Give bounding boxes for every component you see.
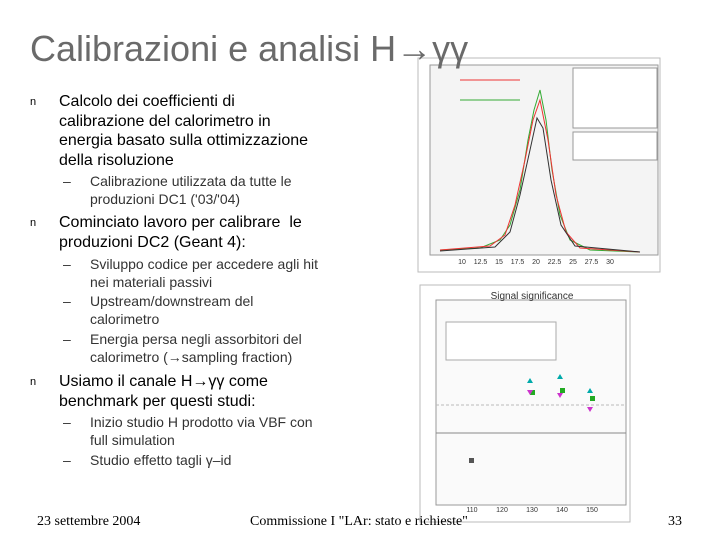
footer-date: 23 settembre 2004 (37, 514, 141, 529)
sub-bullet-text: full simulation (90, 432, 175, 448)
histogram-figure (417, 57, 661, 273)
x-tick-label: 130 (526, 507, 538, 514)
x-tick-label: 10 (458, 259, 466, 266)
bullet-text: Cominciato lavoro per calibrare le (59, 214, 302, 231)
bullet-text: produzioni DC2 (Geant 4): (59, 233, 246, 251)
bullet-text: energia basato sulla ottimizzazione (59, 132, 309, 149)
x-tick-label: 30 (606, 259, 614, 266)
sub-bullet-text: calorimetro (→sampling fraction) (90, 349, 293, 365)
bullet-text: Calcolo dei coefficienti di (59, 93, 235, 110)
x-tick-label: 140 (556, 507, 568, 514)
sub-bullet-text: Sviluppo codice per accedere agli hit (90, 256, 319, 272)
bullet-marker: n (30, 217, 37, 229)
significance-figure (419, 284, 631, 523)
x-tick-label: 15 (495, 259, 503, 266)
sub-bullet-text: nei materiali passivi (90, 274, 213, 290)
sub-bullet-marker: – (63, 414, 71, 430)
x-tick-label: 25 (569, 259, 577, 266)
sub-bullet-text: Inizio studio H prodotto via VBF con (90, 414, 313, 430)
x-tick-label: 110 (466, 507, 477, 514)
x-tick-label: 17.5 (511, 259, 525, 266)
sub-bullet-text: Upstream/downstream del (90, 293, 254, 309)
bullet-text: calibrazione del calorimetro in (59, 112, 271, 130)
bullet-text: Usiamo il canale H→γγ come (59, 373, 268, 390)
sub-bullet-marker: – (63, 331, 71, 347)
sub-bullet-text: calorimetro (90, 311, 160, 327)
page-number: 33 (668, 514, 682, 529)
x-tick-label: 22.5 (548, 259, 562, 266)
slide-title: Calibrazioni e analisi H→γγ (30, 28, 469, 69)
sub-bullet-text: produzioni DC1 ('03/'04) (90, 191, 241, 207)
x-tick-label: 150 (586, 507, 598, 514)
x-tick-label: 120 (496, 507, 508, 514)
bullet-marker: n (30, 376, 37, 388)
sub-bullet-marker: – (63, 293, 71, 309)
bullet-text: della risoluzione (59, 151, 174, 169)
figure-title: Signal significance (491, 291, 574, 302)
sub-bullet-marker: – (63, 256, 71, 272)
x-tick-label: 12.5 (474, 259, 488, 266)
sub-bullet-text: Calibrazione utilizzata da tutte le (90, 173, 292, 189)
bullet-marker: n (30, 96, 37, 108)
bullet-text: benchmark per questi studi: (59, 392, 256, 410)
sub-bullet-text: Studio effetto tagli γ–id (90, 452, 232, 468)
x-tick-label: 27.5 (585, 259, 599, 266)
sub-bullet-marker: – (63, 173, 71, 189)
sub-bullet-marker: – (63, 452, 71, 468)
footer-center: Commissione I "LAr: stato e richieste" (250, 514, 468, 529)
sub-bullet-text: Energia persa negli assorbitori del (90, 331, 302, 347)
x-tick-label: 20 (532, 259, 540, 266)
